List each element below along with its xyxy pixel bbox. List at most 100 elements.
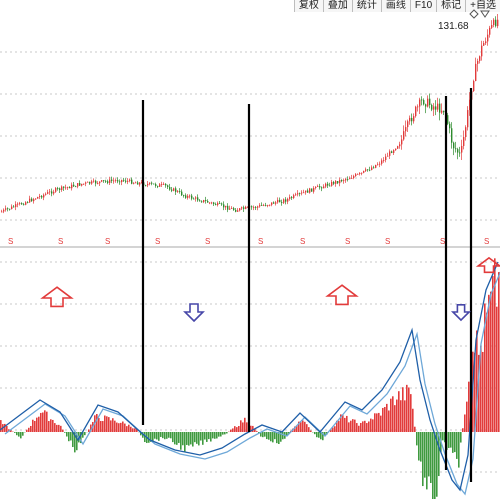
macd-bar — [488, 294, 490, 432]
signal-marker: S — [8, 237, 13, 246]
candle-body — [257, 206, 259, 208]
statistics-button[interactable]: 统计 — [351, 0, 381, 12]
candle-body — [91, 181, 93, 184]
candle-body — [493, 19, 495, 26]
candle-body — [491, 25, 493, 28]
macd-bar — [198, 432, 200, 446]
candle-body — [37, 197, 39, 199]
candle-body — [213, 202, 215, 205]
candle-body — [423, 100, 425, 105]
candle-body — [123, 179, 125, 181]
candle-body — [229, 208, 231, 210]
candle-body — [437, 103, 439, 110]
macd-bar — [466, 401, 468, 432]
macd-bar — [366, 423, 368, 432]
macd-bar — [484, 303, 486, 432]
candle-body — [109, 179, 111, 183]
dif-line — [0, 261, 499, 492]
macd-bar — [442, 432, 444, 441]
candle-body — [219, 202, 221, 204]
macd-bar — [134, 428, 136, 432]
macd-bar — [14, 432, 16, 433]
macd-bar — [190, 432, 192, 445]
candle-body — [231, 208, 233, 209]
candle-body — [387, 155, 389, 157]
candle-body — [339, 179, 341, 184]
candle-body — [367, 169, 369, 171]
candle-body — [455, 148, 457, 150]
add-watchlist-button[interactable]: +自选 — [465, 0, 500, 12]
candle-body — [67, 186, 69, 188]
candle-body — [279, 199, 281, 203]
mark-button[interactable]: 标记 — [436, 0, 466, 12]
candle-body — [221, 203, 223, 205]
macd-bar — [444, 432, 446, 443]
overlay-button[interactable]: 叠加 — [322, 0, 352, 12]
macd-bar — [400, 400, 402, 432]
macd-bar — [426, 432, 428, 490]
macd-bar — [416, 432, 418, 446]
restore-rights-button[interactable]: 复权 — [293, 0, 323, 12]
macd-bar — [334, 426, 336, 432]
candle-body — [299, 193, 301, 195]
candle-body — [155, 184, 157, 186]
macd-bar — [332, 427, 334, 432]
diamond-icon[interactable] — [469, 9, 479, 19]
candle-body — [457, 149, 459, 153]
candle-body — [483, 43, 485, 46]
candle-body — [17, 203, 19, 205]
macd-bar — [208, 432, 210, 440]
macd-bar — [88, 429, 90, 432]
macd-bar — [388, 410, 390, 432]
macd-bar — [140, 432, 142, 436]
candle-body — [305, 190, 307, 193]
macd-bar — [372, 419, 374, 432]
triangle-down-icon[interactable] — [480, 10, 490, 18]
macd-bar — [186, 432, 188, 445]
macd-bar — [50, 419, 52, 432]
candle-body — [33, 199, 35, 202]
macd-bar — [386, 403, 388, 432]
draw-line-button[interactable]: 画线 — [380, 0, 410, 12]
candle-body — [421, 99, 423, 101]
macd-bar — [40, 412, 42, 432]
macd-bar — [396, 399, 398, 432]
macd-bar — [268, 432, 270, 440]
candle-body — [269, 204, 271, 206]
candle-body — [207, 200, 209, 203]
candle-body — [201, 201, 203, 203]
macd-bar — [460, 432, 462, 443]
macd-bar — [358, 425, 360, 432]
candle-body — [223, 204, 225, 208]
macd-bar — [304, 421, 306, 432]
macd-bar — [226, 432, 228, 434]
macd-bar — [214, 432, 216, 439]
macd-bar — [490, 291, 492, 432]
macd-bar — [222, 432, 224, 435]
f10-button[interactable]: F10 — [409, 0, 437, 12]
candle-body — [447, 115, 449, 124]
candle-body — [347, 179, 349, 180]
macd-bar — [234, 426, 236, 432]
macd-bar — [464, 414, 466, 432]
candle-body — [333, 181, 335, 184]
macd-bar — [272, 432, 274, 443]
macd-bar — [368, 421, 370, 432]
macd-bar — [112, 418, 114, 432]
macd-bar — [28, 427, 30, 432]
candle-body — [273, 202, 275, 204]
macd-bar — [136, 429, 138, 432]
macd-bar — [236, 427, 238, 432]
candle-body — [429, 98, 431, 105]
dea-line — [4, 271, 500, 496]
candle-body — [473, 80, 475, 91]
macd-bar — [404, 400, 406, 432]
macd-bar — [306, 424, 308, 432]
candle-body — [451, 128, 453, 143]
macd-bar — [56, 424, 58, 432]
macd-bar — [468, 381, 470, 432]
candle-body — [289, 197, 291, 199]
macd-bar — [362, 421, 364, 432]
macd-bar — [310, 430, 312, 432]
